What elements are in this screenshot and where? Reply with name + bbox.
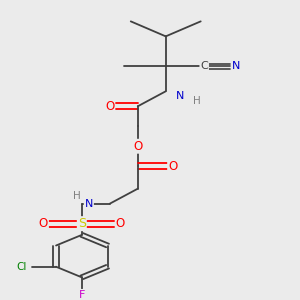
Text: C: C — [200, 61, 208, 71]
Text: H: H — [193, 96, 201, 106]
Text: O: O — [133, 140, 142, 153]
Text: H: H — [73, 191, 80, 201]
Text: N: N — [176, 91, 184, 101]
Text: O: O — [116, 217, 125, 230]
Text: S: S — [78, 217, 86, 230]
Text: O: O — [168, 160, 177, 173]
Text: Cl: Cl — [16, 262, 26, 272]
Text: O: O — [39, 217, 48, 230]
Text: N: N — [232, 61, 240, 71]
Text: F: F — [79, 290, 85, 300]
Text: O: O — [105, 100, 114, 113]
Text: N: N — [85, 199, 93, 209]
